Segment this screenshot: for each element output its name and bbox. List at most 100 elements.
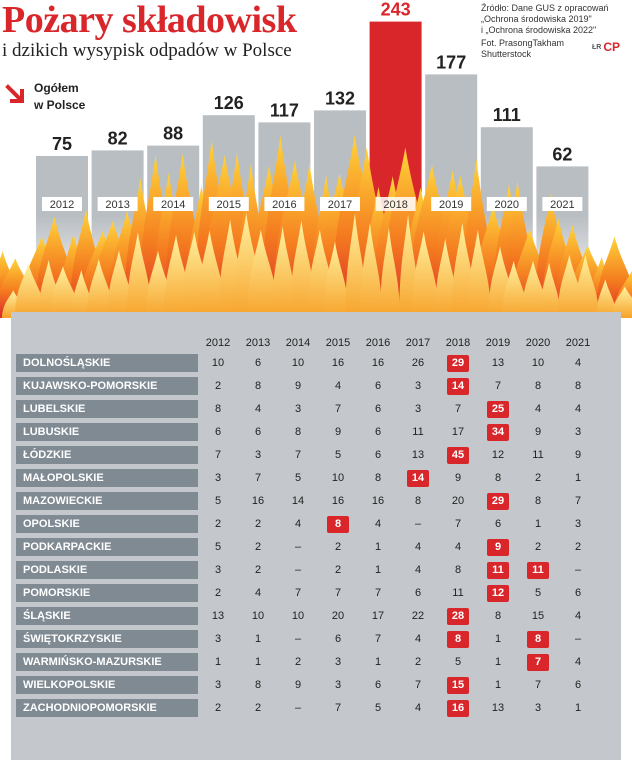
table-cell: – [278,630,318,648]
table-cell-value: 7 [374,632,382,645]
table-cell: 10 [238,607,278,625]
table-cell: 2 [558,538,598,556]
table-cell: 3 [558,423,598,441]
table-cell-value: 8 [294,425,302,438]
table-cell: 9 [438,469,478,487]
source-line: „Ochrona środowiska 2019" [481,14,592,24]
regional-table: 2012 2013 2014 2015 2016 2017 2018 2019 2020 2021… [16,332,598,722]
table-cell: 7 [278,584,318,602]
table-cell-value: 4 [574,655,582,668]
table-cell: 7 [318,699,358,717]
table-cell-value: 4 [534,402,542,415]
table-cell: 26 [398,354,438,372]
table-cell-max-value: 14 [447,377,469,395]
table-cell: 4 [238,584,278,602]
table-cell: 7 [358,630,398,648]
table-cell: 15 [438,676,478,694]
table-cell: 4 [358,515,398,533]
table-cell: 13 [198,607,238,625]
table-year-header: 2017 [405,337,431,349]
table-cell: 7 [278,446,318,464]
flame-core [196,230,226,318]
table-row: LUBUSKIE 6 6 8 9 6 11 17 34 9 3 [16,423,598,441]
table-cell-value: 13 [491,356,505,369]
photo-credit: Fot. PrasongTakham Shutterstock [481,38,564,60]
table-year-header: 2020 [525,337,551,349]
table-cell: 4 [518,400,558,418]
table-cell: 4 [558,400,598,418]
table-cell: 5 [518,584,558,602]
flame-core [539,262,561,318]
table-cell: 6 [358,377,398,395]
table-cell-value: 2 [574,540,582,553]
table-row: OPOLSKIE 2 2 4 8 4 – 7 6 1 3 [16,515,598,533]
table-cell: 4 [398,630,438,648]
table-cell: – [558,630,598,648]
flame-core [359,222,383,318]
table-cell-value: 13 [491,701,505,714]
table-row: POMORSKIE 2 4 7 7 7 6 11 12 5 6 [16,584,598,602]
table-cell: 14 [278,492,318,510]
table-cell: 6 [358,423,398,441]
table-cell-value: 7 [254,471,262,484]
table-cell-max-value: 9 [487,538,509,556]
bar-value-label: 177 [436,52,466,72]
table-cell-value: 6 [494,517,502,530]
table-year-header: 2021 [565,337,591,349]
table-cell-value: 26 [411,356,425,369]
table-cell: 4 [278,515,318,533]
year-label: 2016 [272,199,296,211]
year-label-box [542,197,583,211]
table-cell: 6 [318,630,358,648]
table-cell: – [278,561,318,579]
table-cell-value: 1 [494,632,502,645]
source-line: i „Ochrona środowiska 2022" [481,25,597,35]
table-cell-value: 6 [214,425,222,438]
table-cell: 20 [318,607,358,625]
table-cell-value: 1 [374,655,382,668]
bar-value-label: 88 [163,124,183,144]
table-year-header: 2013 [245,337,271,349]
flame-core [323,241,350,318]
table-cell-value: 5 [214,540,222,553]
table-cell-value: 2 [294,655,302,668]
table-cell-value: 5 [374,701,382,714]
table-cell-max-value: 29 [447,354,469,372]
bar-value-label: 62 [552,144,572,164]
table-cell: 1 [238,630,278,648]
table-row: LUBELSKIE 8 4 3 7 6 3 7 25 4 4 [16,400,598,418]
table-cell-value: 2 [534,540,542,553]
table-cell-value: 4 [374,517,382,530]
table-cell-value: 5 [294,471,302,484]
table-cell: 7 [518,653,558,671]
table-cell-value: 3 [214,632,222,645]
table-row: MAZOWIECKIE 5 16 14 16 16 8 20 29 8 7 [16,492,598,510]
table-cell: 9 [278,676,318,694]
table-cell-value: 7 [534,678,542,691]
table-cell: 8 [278,423,318,441]
region-name: MAŁOPOLSKIE [16,469,198,487]
table-cell-max-value: 15 [447,676,469,694]
table-cell-value: 7 [414,678,422,691]
year-label: 2013 [105,199,129,211]
table-cell: 3 [198,676,238,694]
flame-core [126,231,152,318]
table-cell: 6 [238,354,278,372]
table-row: ŚWIĘTOKRZYSKIE 3 1 – 6 7 4 8 1 8 – [16,630,598,648]
table-cell-value: 10 [211,356,225,369]
table-cell: 8 [478,469,518,487]
table-cell: 4 [318,377,358,395]
flame-core [596,279,617,318]
table-cell-value: 8 [574,379,582,392]
table-cell: 3 [518,699,558,717]
table-cell-value: 10 [291,356,305,369]
bar-value-label: 82 [108,128,128,148]
table-cell: 5 [198,492,238,510]
table-cell-value: 2 [254,563,262,576]
table-cell-value: 10 [331,471,345,484]
photo-credit-line: Fot. PrasongTakham [481,38,565,48]
table-cell: 7 [438,400,478,418]
table-row: ŁÓDZKIE 7 3 7 5 6 13 45 12 11 9 [16,446,598,464]
table-cell: 6 [238,423,278,441]
table-cell-value: 9 [334,425,342,438]
